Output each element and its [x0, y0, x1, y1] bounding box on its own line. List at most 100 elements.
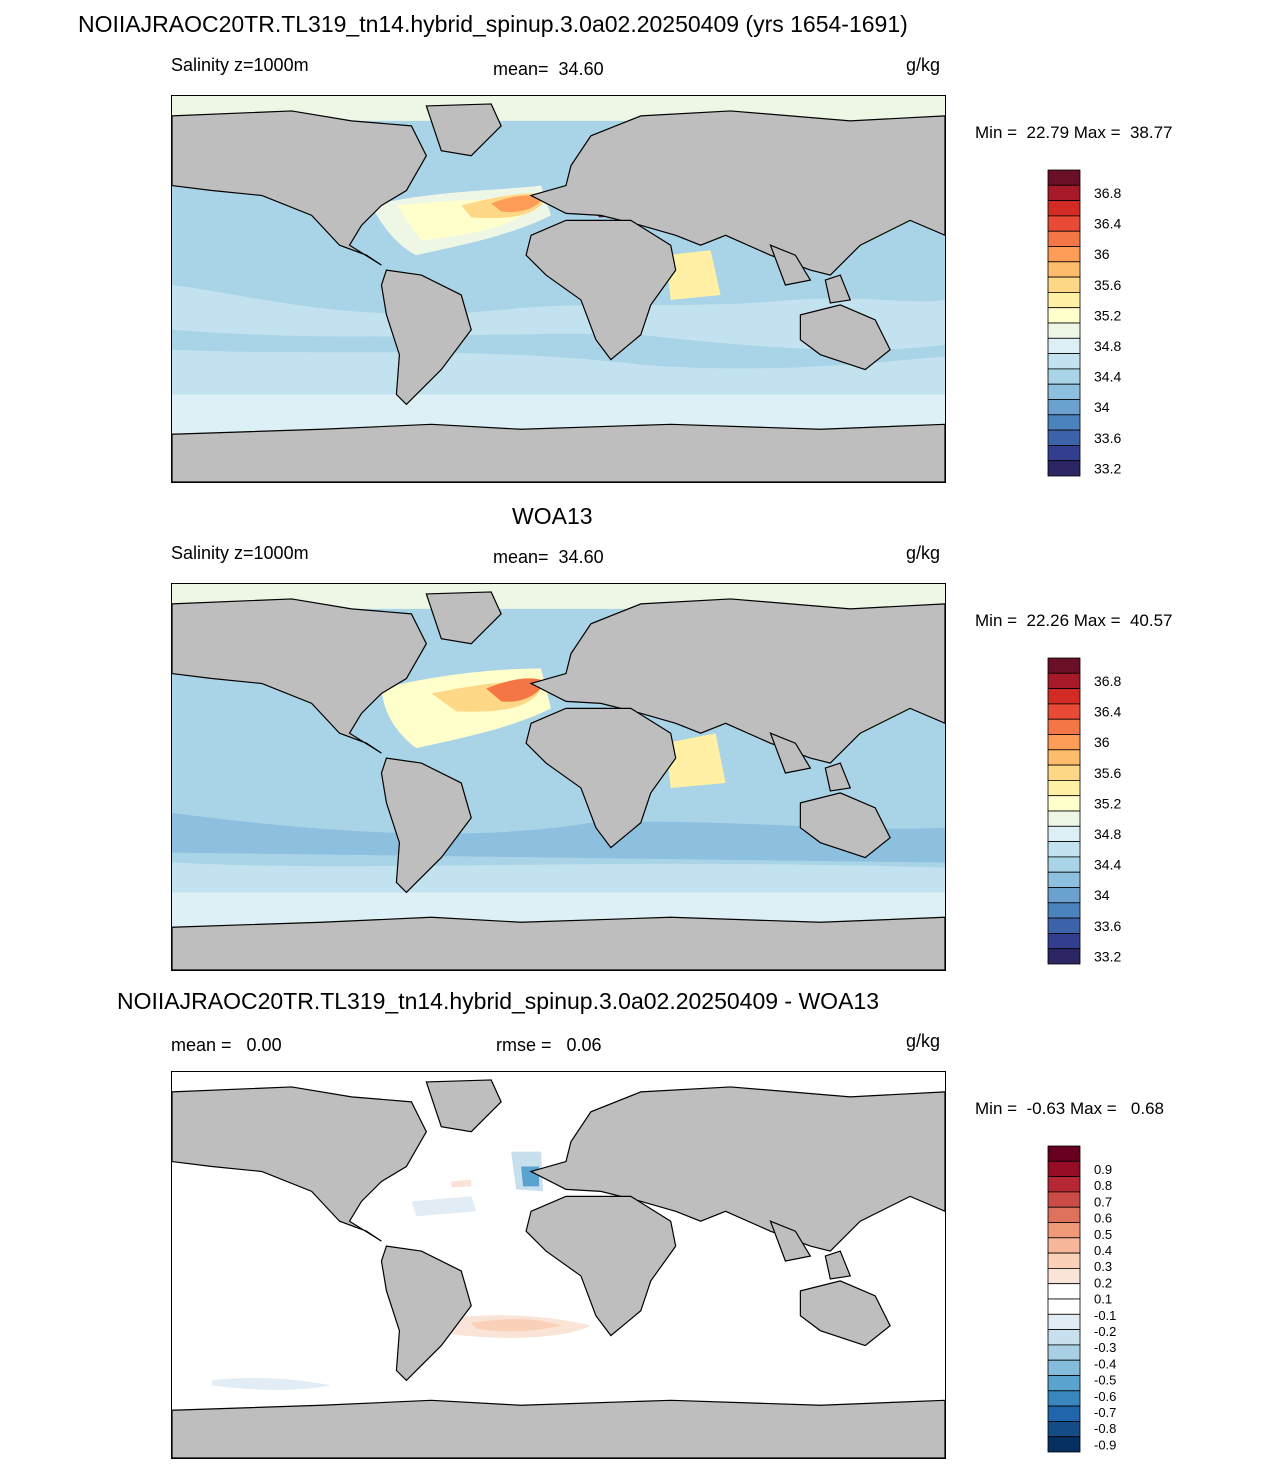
colorbar-swatch: [1047, 200, 1081, 217]
panel-1-map: [171, 95, 946, 483]
colorbar-tick-label: 34.4: [1094, 857, 1121, 873]
colorbar-swatch: [1047, 749, 1081, 766]
colorbar-swatch: [1047, 1283, 1081, 1300]
colorbar-swatch: [1047, 734, 1081, 751]
panel-1-colorbar: 36.8 36.4 36 35.6 35.2 34.8 34.4 34 33.6 33.2: [1047, 169, 1158, 478]
colorbar-tick-label: 36.8: [1094, 185, 1121, 201]
colorbar-tick-label: -0.3: [1094, 1340, 1116, 1355]
colorbar-swatch: [1047, 215, 1081, 232]
colorbar-swatch: [1047, 810, 1081, 827]
colorbar-swatch: [1047, 1176, 1081, 1193]
colorbar-tick-label: 36.4: [1094, 216, 1121, 232]
colorbar-swatch: [1047, 887, 1081, 904]
panel-3-colorbar: 0.9 0.8 0.7 0.6 0.5 0.4 0.3 0.2 0.1 -0.1 -0.2 -0.3-…: [1047, 1145, 1158, 1454]
colorbar-swatch: [1047, 1206, 1081, 1223]
colorbar-tick-label: 35.6: [1094, 277, 1121, 293]
colorbar-swatch: [1047, 230, 1081, 247]
colorbar-tick-label: 35.6: [1094, 765, 1121, 781]
colorbar-swatch: [1047, 246, 1081, 263]
colorbar-tick-label: 33.2: [1094, 460, 1121, 476]
colorbar-swatch: [1047, 932, 1081, 950]
colorbar-tick-label: 35.2: [1094, 307, 1121, 323]
colorbar-tick-label: 36: [1094, 734, 1110, 750]
colorbar-swatch: [1047, 337, 1081, 355]
colorbar-swatch: [1047, 764, 1081, 781]
colorbar-swatch: [1047, 169, 1081, 186]
colorbar-tick-label: 34.8: [1094, 338, 1121, 354]
panel-2-minmax: Min = 22.26 Max = 40.57: [975, 611, 1173, 630]
colorbar-tick-label: 33.2: [1094, 948, 1121, 964]
colorbar-swatch: [1047, 276, 1081, 293]
colorbar-swatch: [1047, 688, 1081, 705]
panel-2-units: g/kg: [906, 543, 941, 563]
colorbar-swatch: [1047, 1222, 1081, 1239]
colorbar-tick-label: 0.1: [1094, 1292, 1112, 1307]
colorbar-tick-label: -0.8: [1094, 1421, 1116, 1436]
colorbar-swatch: [1047, 657, 1081, 674]
panel-1-minmax: Min = 22.79 Max = 38.77: [975, 123, 1173, 142]
panel-1-units: g/kg: [906, 55, 941, 75]
panel-1-map-svg: [172, 96, 945, 482]
colorbar-swatch: [1047, 1268, 1081, 1285]
colorbar-swatch: [1047, 841, 1081, 858]
colorbar-swatch: [1047, 184, 1081, 202]
colorbar-swatch: [1047, 292, 1081, 309]
colorbar-tick-label: 0.5: [1094, 1227, 1112, 1242]
colorbar-swatch: [1047, 856, 1081, 873]
colorbar-swatch: [1047, 322, 1081, 339]
colorbar-tick-label: 0.6: [1094, 1211, 1112, 1226]
panel-2-left-label: Salinity z=1000m: [171, 543, 309, 563]
panel-1-left-label: Salinity z=1000m: [171, 55, 309, 75]
colorbar-swatch: [1047, 383, 1081, 400]
colorbar-svg: 36.8 36.4 36 35.6 35.2 34.8 34.4 34 33.6 33.2: [1047, 657, 1121, 965]
colorbar-tick-label: 36: [1094, 246, 1110, 262]
colorbar-swatch: [1047, 307, 1081, 324]
panel-3-map-svg: [172, 1072, 945, 1458]
panel-2-heading: WOA13: [512, 503, 593, 529]
panel-2-map: [171, 583, 946, 971]
colorbar-tick-label: -0.2: [1094, 1324, 1116, 1339]
colorbar-swatch: [1047, 1329, 1081, 1346]
colorbar-swatch: [1047, 1191, 1081, 1208]
panel-3-map: [171, 1071, 946, 1459]
colorbar-swatch: [1047, 429, 1081, 446]
colorbar-tick-label: -0.6: [1094, 1389, 1116, 1404]
colorbar-tick-label: 36.8: [1094, 673, 1121, 689]
colorbar-swatch: [1047, 703, 1081, 720]
colorbar-tick-label: 33.6: [1094, 430, 1121, 446]
colorbar-swatch: [1047, 353, 1081, 370]
panel-3-units: g/kg: [906, 1031, 941, 1051]
colorbar-swatch: [1047, 1375, 1081, 1392]
panel-2-map-svg: [172, 584, 945, 970]
colorbar-swatch: [1047, 948, 1081, 965]
colorbar-swatch: [1047, 1298, 1081, 1315]
panel-2-colorbar: 36.8 36.4 36 35.6 35.2 34.8 34.4 34 33.6 33.2: [1047, 657, 1158, 966]
colorbar-tick-label: 34: [1094, 399, 1110, 415]
colorbar-swatch: [1047, 444, 1081, 462]
colorbar-svg: 36.8 36.4 36 35.6 35.2 34.8 34.4 34 33.6 33.2: [1047, 169, 1121, 477]
colorbar-swatch: [1047, 795, 1081, 812]
panel-3-minmax: Min = -0.63 Max = 0.68: [975, 1099, 1164, 1118]
colorbar-tick-label: 0.4: [1094, 1243, 1112, 1258]
colorbar-swatch: [1047, 1405, 1081, 1422]
colorbar-swatch: [1047, 672, 1081, 690]
colorbar-tick-label: 36.4: [1094, 704, 1121, 720]
colorbar-tick-label: 34: [1094, 887, 1110, 903]
panel-2-mean-label: mean= 34.60: [493, 547, 604, 567]
colorbar-swatch: [1047, 1390, 1081, 1407]
colorbar-tick-label: 0.7: [1094, 1194, 1112, 1209]
colorbar-tick-label: -0.9: [1094, 1437, 1116, 1452]
colorbar-swatch: [1047, 460, 1081, 477]
colorbar-swatch: [1047, 1160, 1081, 1178]
colorbar-swatch: [1047, 1313, 1081, 1331]
colorbar-swatch: [1047, 871, 1081, 888]
colorbar-tick-label: -0.4: [1094, 1356, 1116, 1371]
colorbar-tick-label: 0.2: [1094, 1275, 1112, 1290]
colorbar-tick-label: 34.4: [1094, 369, 1121, 385]
colorbar-swatch: [1047, 399, 1081, 416]
colorbar-swatch: [1047, 718, 1081, 735]
colorbar-swatch: [1047, 1344, 1081, 1361]
colorbar-swatch: [1047, 261, 1081, 278]
colorbar-swatch: [1047, 368, 1081, 385]
colorbar-tick-label: 0.3: [1094, 1259, 1112, 1274]
